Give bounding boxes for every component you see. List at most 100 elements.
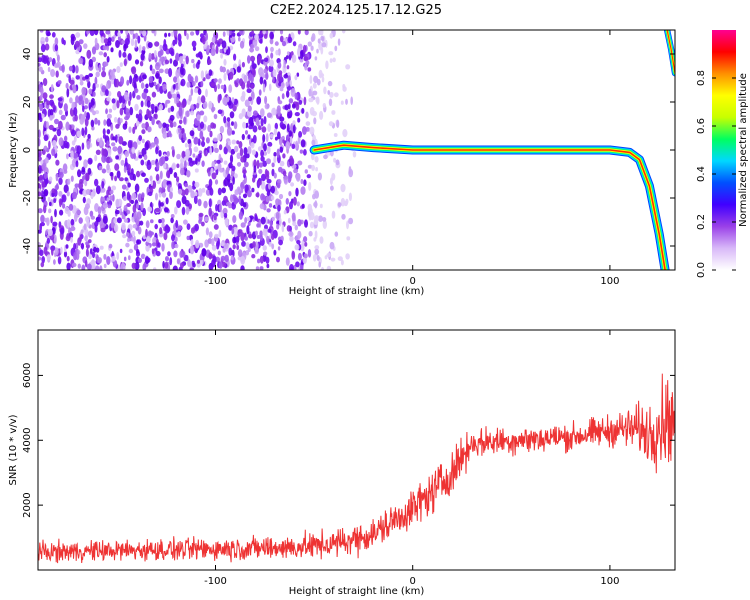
- noise-speckle: [89, 210, 94, 217]
- noise-speckle: [102, 215, 108, 224]
- noise-speckle: [246, 80, 251, 88]
- noise-speckle: [170, 214, 175, 219]
- noise-speckle: [134, 39, 138, 49]
- noise-speckle: [124, 150, 130, 157]
- noise-speckle: [322, 220, 327, 229]
- noise-speckle: [91, 46, 97, 55]
- noise-speckle: [154, 137, 159, 145]
- noise-speckle: [77, 169, 82, 178]
- noise-speckle: [38, 62, 41, 67]
- noise-speckle: [106, 197, 110, 202]
- noise-speckle: [284, 104, 290, 111]
- noise-speckle: [159, 227, 163, 235]
- noise-speckle: [169, 58, 173, 64]
- noise-speckle: [76, 130, 82, 138]
- noise-speckle: [51, 188, 56, 194]
- noise-speckle: [292, 196, 297, 206]
- noise-speckle: [329, 58, 333, 63]
- noise-speckle: [199, 53, 203, 60]
- noise-speckle: [265, 133, 269, 143]
- noise-speckle: [190, 190, 195, 199]
- noise-speckle: [72, 85, 77, 94]
- noise-speckle: [113, 223, 119, 233]
- noise-speckle: [212, 137, 218, 142]
- noise-speckle: [158, 200, 161, 209]
- noise-speckle: [63, 140, 68, 146]
- noise-speckle: [73, 252, 78, 261]
- noise-speckle: [82, 175, 85, 181]
- noise-speckle: [194, 75, 199, 83]
- noise-speckle: [158, 192, 162, 198]
- noise-speckle: [237, 229, 241, 238]
- noise-speckle: [44, 217, 48, 223]
- noise-speckle: [52, 140, 57, 147]
- noise-speckle: [190, 239, 194, 246]
- noise-speckle: [99, 137, 103, 147]
- noise-speckle: [296, 201, 300, 207]
- noise-speckle: [81, 86, 87, 95]
- noise-speckle: [251, 149, 256, 156]
- noise-speckle: [341, 213, 346, 220]
- noise-speckle: [207, 171, 211, 177]
- noise-speckle: [246, 88, 252, 94]
- noise-speckle: [78, 217, 83, 224]
- noise-speckle: [150, 180, 154, 186]
- noise-speckle: [81, 166, 86, 173]
- noise-speckle: [274, 136, 278, 141]
- noise-speckle: [65, 121, 70, 131]
- noise-speckle: [252, 39, 258, 46]
- noise-speckle: [210, 82, 216, 87]
- noise-speckle: [330, 185, 334, 191]
- noise-speckle: [315, 167, 318, 172]
- noise-speckle: [267, 123, 271, 132]
- noise-speckle: [326, 265, 332, 270]
- noise-speckle: [336, 119, 340, 128]
- noise-speckle: [99, 30, 104, 37]
- noise-speckle: [151, 30, 155, 34]
- noise-speckle: [184, 30, 187, 37]
- noise-speckle: [213, 224, 219, 230]
- noise-speckle: [219, 125, 225, 134]
- noise-speckle: [185, 148, 191, 158]
- noise-speckle: [271, 168, 275, 177]
- noise-speckle: [316, 78, 321, 86]
- noise-speckle: [309, 221, 314, 229]
- noise-speckle: [304, 219, 308, 228]
- noise-speckle: [276, 148, 280, 158]
- noise-speckle: [183, 116, 187, 125]
- noise-speckle: [220, 84, 225, 90]
- noise-speckle: [165, 197, 169, 205]
- noise-speckle: [58, 190, 63, 197]
- noise-speckle: [297, 47, 302, 56]
- noise-speckle: [279, 30, 284, 35]
- noise-speckle: [166, 150, 170, 157]
- noise-speckle: [70, 150, 74, 160]
- noise-speckle: [136, 95, 141, 100]
- noise-speckle: [44, 43, 50, 51]
- noise-speckle: [203, 115, 208, 123]
- noise-speckle: [45, 230, 48, 236]
- noise-speckle: [230, 148, 236, 155]
- noise-speckle: [201, 140, 206, 147]
- noise-speckle: [279, 121, 284, 128]
- noise-speckle: [221, 261, 227, 268]
- noise-speckle: [251, 254, 256, 259]
- noise-speckle: [81, 142, 85, 150]
- noise-speckle: [57, 80, 62, 85]
- noise-speckle: [198, 219, 202, 224]
- noise-speckle: [254, 230, 258, 236]
- noise-speckle: [162, 122, 167, 128]
- noise-speckle: [58, 171, 64, 179]
- noise-speckle: [289, 201, 293, 210]
- noise-speckle: [266, 112, 272, 118]
- noise-speckle: [231, 121, 234, 126]
- noise-speckle: [171, 148, 175, 158]
- noise-speckle: [128, 255, 131, 261]
- noise-speckle: [88, 73, 93, 78]
- noise-speckle: [274, 41, 279, 46]
- noise-speckle: [318, 41, 323, 51]
- noise-speckle: [141, 123, 146, 129]
- noise-speckle: [50, 215, 53, 224]
- noise-speckle: [155, 207, 161, 213]
- secondary-signal-track: [666, 30, 675, 74]
